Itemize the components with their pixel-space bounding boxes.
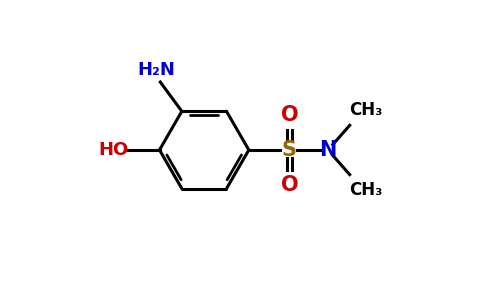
Text: S: S	[281, 140, 296, 160]
Text: H₂N: H₂N	[137, 61, 175, 79]
Text: CH₃: CH₃	[349, 101, 382, 119]
Text: HO: HO	[98, 141, 128, 159]
Text: O: O	[281, 175, 299, 195]
Text: O: O	[281, 105, 299, 125]
Text: N: N	[318, 140, 336, 160]
Text: CH₃: CH₃	[349, 181, 382, 199]
